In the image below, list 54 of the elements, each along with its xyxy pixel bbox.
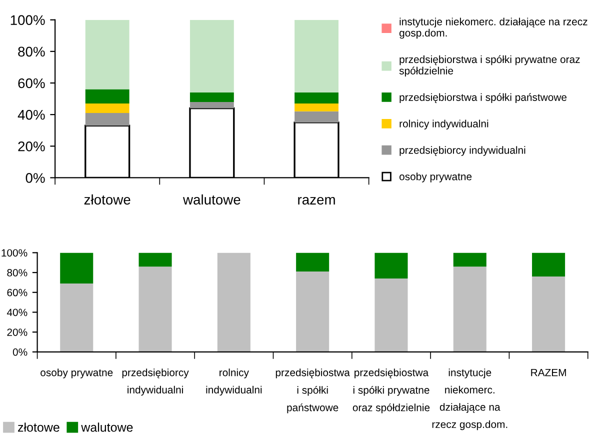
bar xyxy=(453,266,486,352)
bar xyxy=(294,20,338,92)
y-tick-label: 60% xyxy=(18,78,45,88)
bar xyxy=(190,20,234,92)
x-tick-label: przedsiębiorcy indywidualni xyxy=(122,368,189,396)
x-tick-label: walutowe xyxy=(182,194,240,205)
y-tick-label: 40% xyxy=(18,110,45,120)
x-tick-label: osoby prywatne xyxy=(40,368,113,378)
bar xyxy=(374,252,408,278)
legend-label: osoby prywatne xyxy=(400,172,472,182)
bar xyxy=(294,92,338,104)
legend-label: instytucje niekomerc. działające na rzecz gosp.dom. xyxy=(400,18,588,39)
y-tick-label: 20% xyxy=(7,328,28,336)
bar xyxy=(294,104,338,112)
legend-label: walutowe xyxy=(81,422,133,432)
x-tick-label: rolnicy indywidualni xyxy=(206,368,262,396)
bar xyxy=(85,89,130,104)
bar xyxy=(138,252,172,267)
bar xyxy=(532,276,566,352)
bar xyxy=(190,92,234,102)
x-tick-label: RAZEM xyxy=(531,368,566,376)
bar xyxy=(138,266,172,352)
bar xyxy=(294,111,338,122)
x-tick-label: instytucje niekomerc. działające na rzecz gosp.dom. xyxy=(432,368,508,430)
legend-label: rolnicy indywidualni xyxy=(400,120,488,130)
y-tick-label: 0% xyxy=(26,173,45,183)
legend-label: przedsiębiorstwa i spółki prywatne oraz spółdzielnie xyxy=(399,55,580,77)
bar xyxy=(217,252,250,352)
y-tick-label: 20% xyxy=(18,141,45,152)
bar xyxy=(296,272,330,352)
y-tick-label: 0% xyxy=(12,348,28,356)
x-tick-label: przedsiębiostwa i spółki państwowe xyxy=(276,368,350,414)
y-tick-label: 100% xyxy=(10,15,45,26)
legend-label: przedsiębiorstwa i spółki państwowe xyxy=(400,93,566,104)
bar xyxy=(296,252,330,272)
x-tick-label: przedsiębiostwa i spółki prywatne oraz spółdzielnie xyxy=(352,368,430,414)
legend-label: złotowe xyxy=(18,422,60,432)
bar xyxy=(374,278,408,352)
y-tick-label: 80% xyxy=(18,46,45,57)
bar xyxy=(60,252,94,284)
legend-label: przedsiębiorcy indywidualni xyxy=(400,146,526,156)
bar xyxy=(532,252,566,277)
y-tick-label: 80% xyxy=(7,269,28,276)
bar xyxy=(190,102,234,108)
bar xyxy=(453,252,486,267)
y-tick-label: 40% xyxy=(6,308,28,316)
bar xyxy=(60,283,94,352)
bar xyxy=(85,104,130,113)
x-tick-label: złotowe xyxy=(84,194,130,205)
y-tick-label: 100% xyxy=(2,249,28,257)
y-tick-label: 60% xyxy=(7,288,28,296)
bar xyxy=(85,20,130,90)
x-tick-label: razem xyxy=(298,196,335,205)
bar xyxy=(85,112,130,126)
